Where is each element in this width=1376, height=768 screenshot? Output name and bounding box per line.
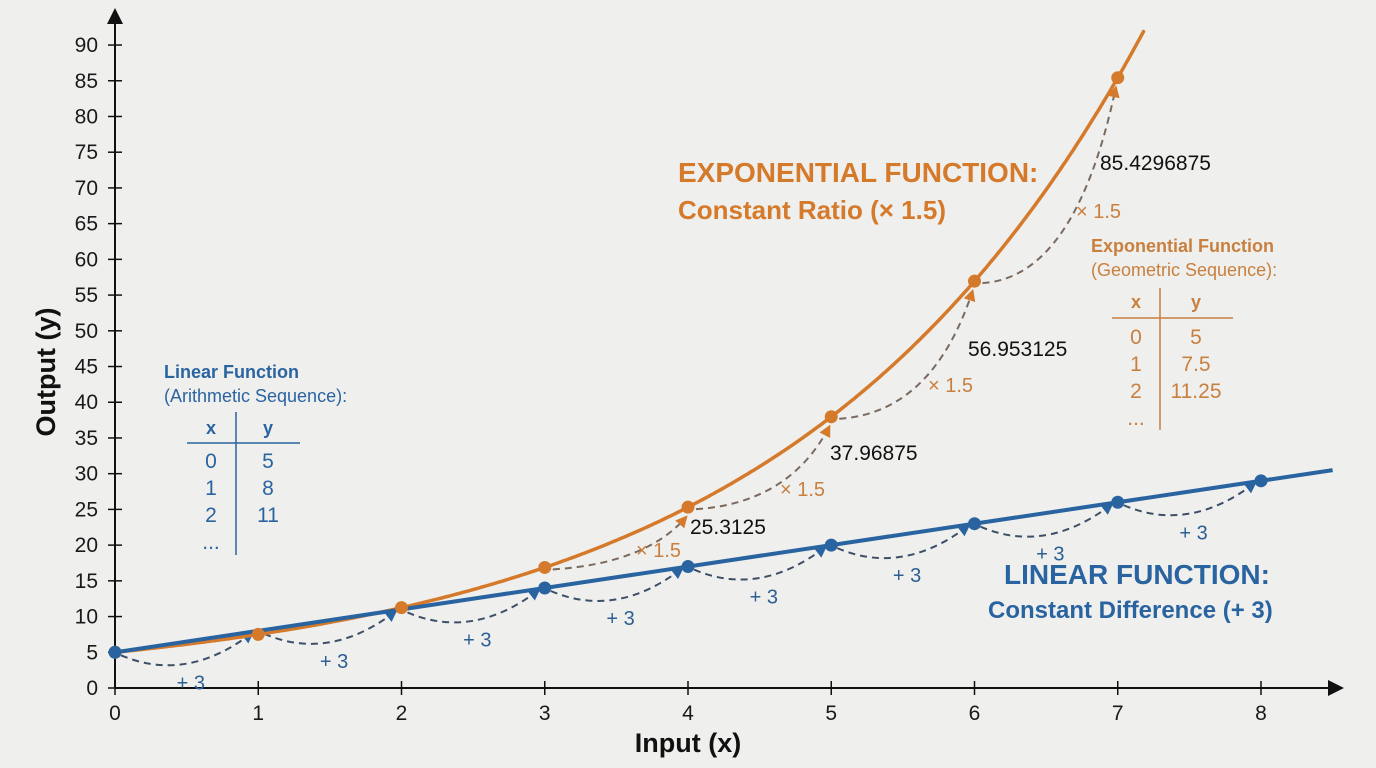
y-tick-label: 5 xyxy=(86,641,98,664)
exponential-title: EXPONENTIAL FUNCTION: xyxy=(678,157,1038,188)
x-tick-label: 2 xyxy=(396,702,408,725)
x-axis-ticks: 0 1 2 3 4 5 6 7 8 xyxy=(109,681,1267,725)
y-tick-label: 10 xyxy=(75,606,98,629)
x-tick-label: 8 xyxy=(1255,702,1267,725)
linear-point xyxy=(538,581,552,595)
linear-title: LINEAR FUNCTION: xyxy=(1004,559,1270,590)
linear-step-label: + 3 xyxy=(463,629,491,651)
exponential-table-cell-x: ... xyxy=(1127,407,1145,430)
linear-table-cell-x: ... xyxy=(202,531,220,554)
linear-step-label: + 3 xyxy=(1179,522,1207,544)
exponential-point xyxy=(968,274,981,288)
y-tick-label: 30 xyxy=(75,463,98,486)
exponential-point xyxy=(251,627,265,641)
exponential-table-cell-y: 11.25 xyxy=(1171,380,1222,403)
exponential-value-label: 25.3125 xyxy=(690,516,766,539)
y-axis-title: Output (y) xyxy=(31,308,61,437)
exponential-table-cell-x: 0 xyxy=(1130,326,1142,349)
linear-step-label: + 3 xyxy=(320,651,348,673)
linear-step-label: + 3 xyxy=(750,587,778,609)
linear-line xyxy=(114,468,1333,655)
linear-sequence-table: Linear Function (Arithmetic Sequence): x… xyxy=(164,362,347,555)
exponential-table-cell-x: 1 xyxy=(1130,353,1142,376)
y-axis-ticks: 0 5 10 15 20 25 30 35 40 45 50 55 60 65 70 75 80 85 90 xyxy=(75,34,122,700)
linear-table-cell-y: 8 xyxy=(262,477,274,500)
y-tick-label: 40 xyxy=(75,391,98,414)
x-axis-title: Input (x) xyxy=(635,728,741,758)
y-tick-label: 35 xyxy=(75,427,98,450)
linear-point xyxy=(1111,495,1125,509)
linear-step-label: + 3 xyxy=(893,565,921,587)
exponential-step-label: × 1.5 xyxy=(636,540,681,562)
linear-table-header-y: y xyxy=(263,418,273,438)
y-tick-label: 45 xyxy=(75,356,98,379)
linear-step-label: + 3 xyxy=(606,608,634,630)
data-points xyxy=(108,71,1268,659)
y-tick-label: 0 xyxy=(86,677,98,700)
exponential-table-title: Exponential Function xyxy=(1091,236,1274,256)
exponential-value-label: 37.96875 xyxy=(830,442,918,465)
linear-table-title: Linear Function xyxy=(164,362,299,382)
y-tick-label: 90 xyxy=(75,34,98,57)
exponential-step-label: × 1.5 xyxy=(780,479,825,501)
linear-table-cell-x: 0 xyxy=(205,450,217,473)
exponential-point xyxy=(538,560,552,574)
linear-point xyxy=(681,560,695,574)
y-tick-label: 15 xyxy=(75,570,98,593)
exponential-step-label: × 1.5 xyxy=(928,375,973,397)
exponential-table-rows: 0 5 1 7.5 2 11.25... xyxy=(1127,326,1221,430)
exponential-table-header-x: x xyxy=(1131,292,1141,312)
exponential-value-label: 85.4296875 xyxy=(1100,152,1211,175)
linear-point xyxy=(824,538,838,552)
linear-table-cell-x: 1 xyxy=(205,477,217,500)
x-tick-label: 6 xyxy=(969,702,981,725)
y-tick-label: 20 xyxy=(75,534,98,557)
exponential-value-labels: 25.3125 37.96875 56.953125 85.4296875 xyxy=(690,152,1211,539)
exponential-step-arrows: × 1.5 × 1.5 × 1.5 × 1.5 xyxy=(552,85,1121,571)
y-tick-label: 25 xyxy=(75,498,98,521)
x-tick-label: 3 xyxy=(539,702,551,725)
x-tick-label: 0 xyxy=(109,702,121,725)
linear-point xyxy=(968,517,981,531)
y-tick-label: 55 xyxy=(75,284,98,307)
y-tick-label: 80 xyxy=(75,105,98,128)
linear-step-label: + 3 xyxy=(1036,544,1064,566)
x-tick-label: 1 xyxy=(252,702,264,725)
exponential-point xyxy=(681,500,695,514)
linear-table-cell-x: 2 xyxy=(205,504,217,527)
exponential-point xyxy=(824,410,838,424)
exponential-subtitle: Constant Ratio (× 1.5) xyxy=(678,195,946,225)
y-tick-label: 75 xyxy=(75,141,98,164)
x-tick-label: 4 xyxy=(682,702,694,725)
axes xyxy=(107,8,1344,696)
linear-table-header-x: x xyxy=(206,418,216,438)
exponential-point xyxy=(1111,71,1125,85)
linear-table-rows: 0 5 1 8 2 11... xyxy=(202,450,279,554)
linear-subtitle: Constant Difference (+ 3) xyxy=(988,597,1273,624)
exponential-table-cell-y: 5 xyxy=(1190,326,1202,349)
y-tick-label: 50 xyxy=(75,320,98,343)
y-tick-label: 70 xyxy=(75,177,98,200)
linear-table-cell-y: 11 xyxy=(257,504,279,527)
exponential-point xyxy=(395,601,408,615)
linear-point xyxy=(108,645,122,659)
linear-step-label: + 3 xyxy=(177,672,205,694)
exponential-sequence-table: Exponential Function (Geometric Sequence… xyxy=(1091,236,1277,430)
y-tick-label: 60 xyxy=(75,248,98,271)
y-tick-label: 85 xyxy=(75,70,98,93)
exponential-table-header-y: y xyxy=(1191,292,1201,312)
linear-table-cell-y: 5 xyxy=(262,450,274,473)
exponential-table-cell-x: 2 xyxy=(1130,380,1142,403)
linear-table-subtitle: (Arithmetic Sequence): xyxy=(164,386,347,406)
x-tick-label: 5 xyxy=(825,702,837,725)
exponential-table-cell-y: 7.5 xyxy=(1181,353,1210,376)
exponential-table-subtitle: (Geometric Sequence): xyxy=(1091,260,1277,280)
linear-point xyxy=(1254,474,1268,488)
linear-step-arrows: + 3 + 3 + 3 + 3 + 3 + 3 + 3 + 3 xyxy=(120,481,1257,694)
exponential-value-label: 56.953125 xyxy=(968,338,1067,361)
exponential-step-label: × 1.5 xyxy=(1076,201,1121,223)
x-tick-label: 7 xyxy=(1112,702,1124,725)
y-tick-label: 65 xyxy=(75,213,98,236)
